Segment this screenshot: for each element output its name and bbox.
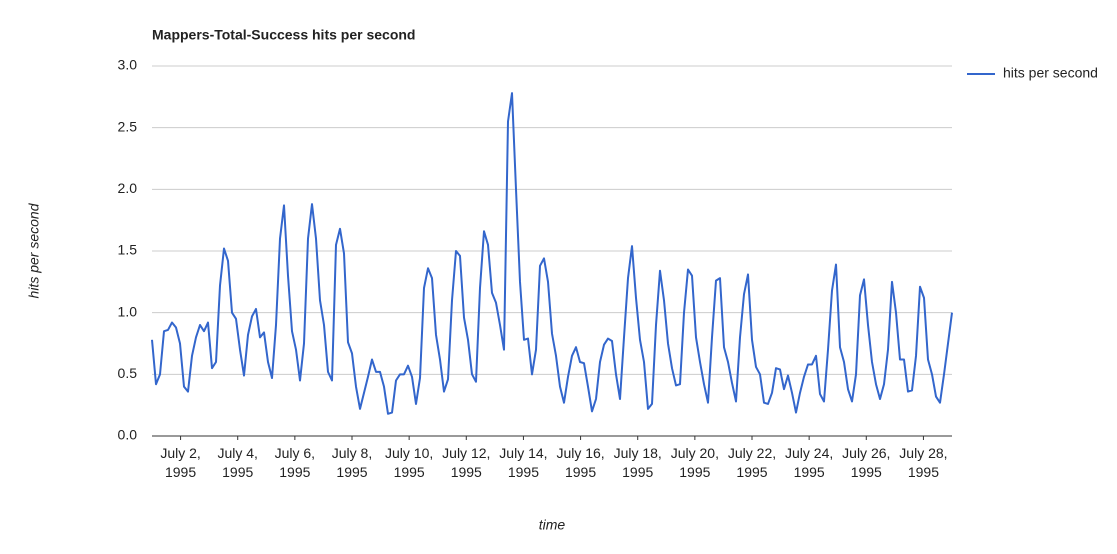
x-tick-label: July 20, 1995 (670, 445, 719, 480)
x-tick-label: July 6, 1995 (274, 445, 316, 480)
y-tick-label: 0.0 (118, 427, 138, 443)
y-tick-label: 2.5 (118, 118, 138, 134)
x-tick-label: July 16, 1995 (556, 445, 605, 480)
x-tick-label: July 12, 1995 (442, 445, 491, 480)
x-axis-label: time (539, 517, 566, 533)
x-tick-label: July 26, 1995 (842, 445, 891, 480)
x-tick-label: July 4, 1995 (217, 445, 258, 480)
x-tick-label: July 10, 1995 (385, 445, 434, 480)
data-line (151, 92, 953, 415)
legend-label: hits per second (1003, 65, 1098, 81)
y-tick-label: 3.0 (118, 57, 138, 73)
y-tick-label: 0.5 (118, 365, 138, 381)
x-tick-label: July 18, 1995 (613, 445, 662, 480)
chart-title: Mappers-Total-Success hits per second (152, 27, 415, 43)
y-tick-label: 1.5 (118, 242, 138, 258)
x-tick-label: July 2, 1995 (160, 445, 201, 480)
y-axis-label: hits per second (26, 202, 42, 298)
x-tick-label: July 14, 1995 (499, 445, 548, 480)
x-tick-label: July 24, 1995 (785, 445, 834, 480)
x-tick-label: July 22, 1995 (727, 445, 777, 480)
x-tick-label: July 28, 1995 (899, 445, 948, 480)
x-tick-label: July 8, 1995 (331, 445, 373, 480)
y-tick-label: 1.0 (118, 303, 138, 319)
y-tick-label: 2.0 (118, 180, 138, 196)
